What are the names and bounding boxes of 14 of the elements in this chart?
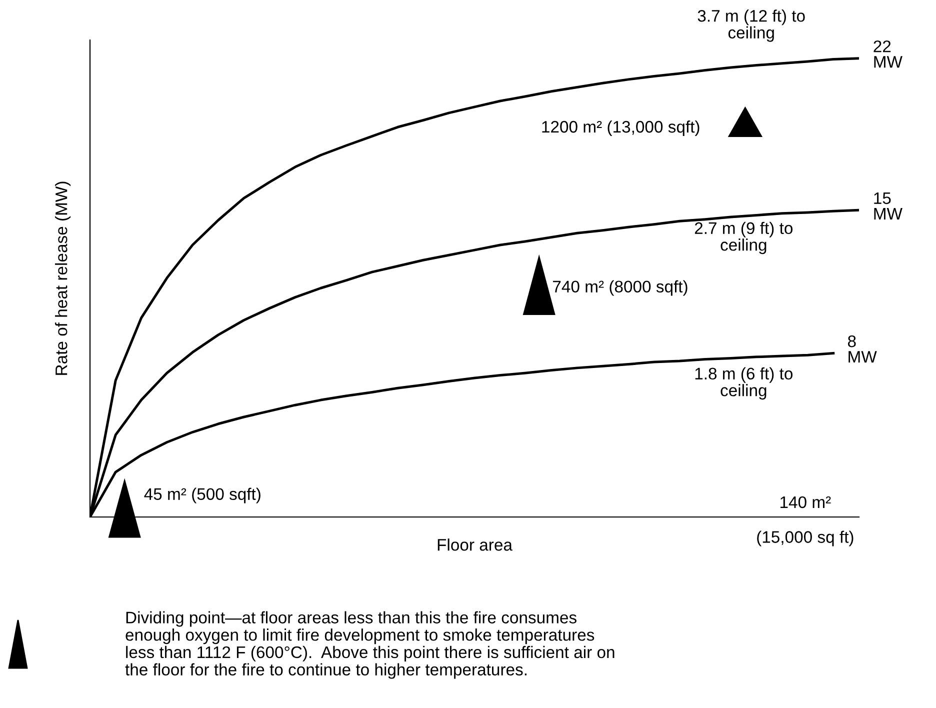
text: 3.7 m (12 ft) to ceiling bbox=[698, 10, 805, 42]
annotation: 1.8 m (6 ft) to ceiling bbox=[695, 367, 793, 400]
annotation: 140 m² bbox=[780, 496, 831, 508]
annotation: 740 m² (8000 sqft) bbox=[553, 280, 688, 296]
annotation: 2.7 m (9 ft) to ceiling bbox=[694, 222, 793, 254]
annotation: 8 MW bbox=[848, 335, 877, 363]
y-axis-title: Rate of heat release (MW) bbox=[55, 182, 71, 375]
annotation: 45 m² (500 sqft) bbox=[144, 488, 260, 504]
annotation: 1200 m² (13,000 sqft) bbox=[542, 120, 700, 136]
text: 22 MW bbox=[874, 40, 902, 68]
text: 15 MW bbox=[874, 192, 902, 220]
text: (15,000 sq ft) bbox=[757, 530, 854, 546]
text: Dividing point—at floor areas less than this the fire consumes enough oxygen to limit fire development to smoke temperatures less than 1112 F (600°C). Above this point there is sufficient air on the floor for the fire to continue to higher temperatures. bbox=[125, 611, 614, 679]
x-axis-title: Floor area bbox=[438, 538, 512, 551]
